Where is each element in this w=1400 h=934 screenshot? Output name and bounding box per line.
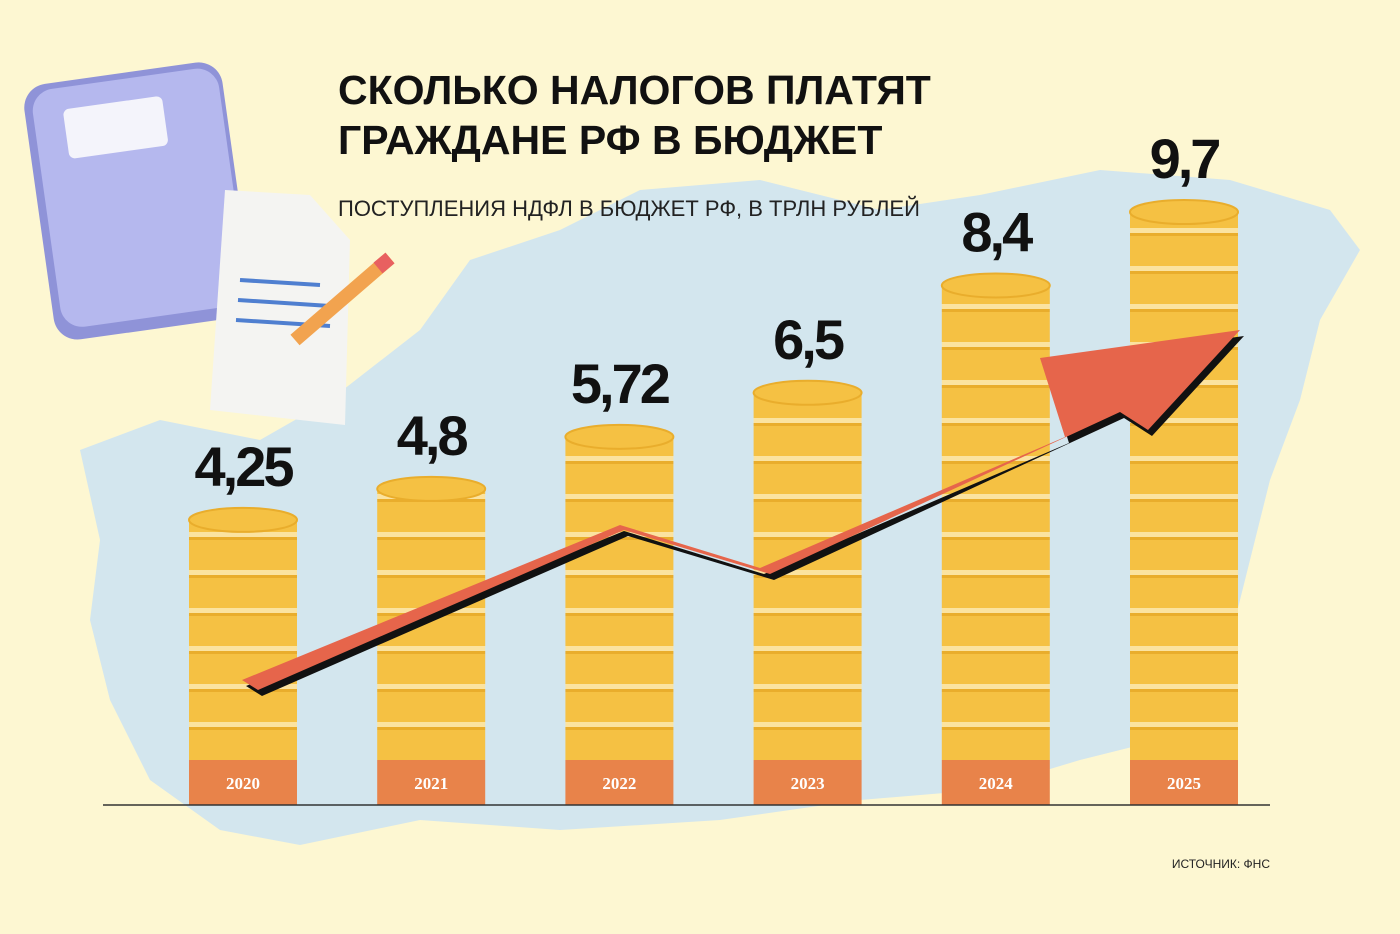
value-label: 5,72: [571, 352, 669, 415]
x-tick-label: 2021: [414, 774, 448, 793]
x-tick-label: 2020: [226, 774, 260, 793]
x-tick-label: 2022: [602, 774, 636, 793]
bar: [565, 436, 674, 760]
bar: [189, 519, 297, 760]
value-label: 4,25: [195, 435, 294, 498]
value-label: 4,8: [397, 404, 468, 467]
coin-top: [188, 506, 298, 533]
coin-top: [564, 423, 675, 450]
year-band: [941, 760, 1050, 805]
chart-title: СКОЛЬКО НАЛОГОВ ПЛАТЯТ: [338, 67, 931, 113]
document: [210, 190, 395, 425]
coin-top: [1129, 199, 1239, 225]
year-band: [753, 760, 862, 805]
coin-top: [752, 379, 863, 406]
chart-title: ГРАЖДАНЕ РФ В БЮДЖЕТ: [338, 117, 882, 163]
coin-top: [376, 475, 487, 502]
bar: [1130, 212, 1238, 760]
calculator: [24, 62, 253, 340]
year-band: [565, 760, 674, 805]
year-band: [377, 760, 486, 805]
x-tick-label: 2023: [791, 774, 825, 793]
coin-top: [940, 272, 1051, 299]
bar: [941, 285, 1050, 760]
chart-subtitle: ПОСТУПЛЕНИЯ НДФЛ В БЮДЖЕТ РФ, В ТРЛН РУБ…: [338, 196, 920, 221]
x-tick-label: 2025: [1167, 774, 1201, 793]
year-band: [189, 760, 297, 805]
trend-arrow: [242, 330, 1240, 690]
bars: [188, 199, 1239, 805]
year-band: [1130, 760, 1238, 805]
value-label: 8,4: [961, 200, 1033, 263]
value-label: 6,5: [773, 308, 844, 371]
source: ИСТОЧНИК: ФНС: [1172, 857, 1270, 871]
value-label: 9,7: [1150, 127, 1220, 190]
x-tick-label: 2024: [979, 774, 1014, 793]
